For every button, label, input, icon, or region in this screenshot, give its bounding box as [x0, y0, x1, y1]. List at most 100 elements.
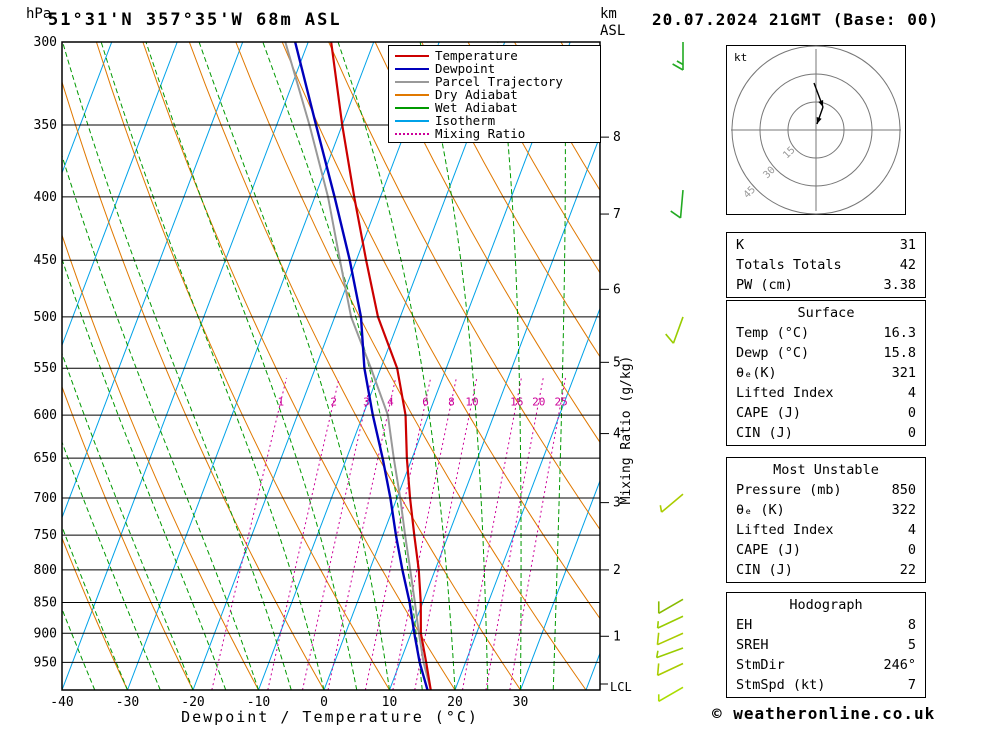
- temp-tick-label: 20: [447, 695, 463, 710]
- pressure-tick-label: 950: [34, 655, 57, 670]
- km-tick-label: 8: [613, 130, 621, 145]
- altitude-axis-unit-asl: ASL: [600, 23, 626, 39]
- table-row: Lifted Index 4: [727, 520, 925, 540]
- pressure-tick-label: 450: [34, 253, 57, 268]
- stat-value: 8: [907, 617, 916, 633]
- stat-value: 246°: [883, 657, 916, 673]
- stat-label: Lifted Index: [736, 385, 834, 401]
- pressure-tick-label: 550: [34, 361, 57, 376]
- table-row: CAPE (J) 0: [727, 540, 925, 560]
- table-row: Temp (°C) 16.3: [727, 323, 925, 343]
- km-tick-label: 1: [613, 629, 621, 644]
- legend-item-label: Mixing Ratio: [435, 126, 526, 141]
- stat-value: 3.38: [883, 277, 916, 293]
- mixing-ratio-label: 25: [555, 395, 568, 408]
- pressure-tick-label: 900: [34, 626, 57, 641]
- altitude-axis-unit-km: km: [600, 6, 617, 22]
- stat-label: Temp (°C): [736, 325, 810, 341]
- mixing-ratio-label: 8: [448, 395, 455, 408]
- table-row: Pressure (mb) 850: [727, 480, 925, 500]
- stat-value: 4: [907, 522, 916, 538]
- temp-tick-label: -10: [247, 695, 270, 710]
- temp-tick-label: -40: [50, 695, 73, 710]
- legend-line-sample: [395, 93, 429, 96]
- stat-label: CAPE (J): [736, 542, 802, 558]
- temp-tick-label: -30: [116, 695, 139, 710]
- table-row: CIN (J) 22: [727, 560, 925, 580]
- stat-label: StmDir: [736, 657, 785, 673]
- legend-item-label: Dewpoint: [435, 61, 496, 76]
- stat-label: PW (cm): [736, 277, 793, 293]
- wind-barb: [656, 662, 684, 677]
- table-row: StmSpd (kt) 7: [727, 675, 925, 695]
- table-row: K 31: [727, 235, 925, 255]
- wind-barb: [655, 647, 684, 659]
- table-row: EH 8: [727, 615, 925, 635]
- stat-value: 322: [891, 502, 916, 518]
- surface-table: Surface Temp (°C) 16.3 Dewp (°C) 15.8 θₑ(K) 32…: [726, 300, 926, 446]
- table-row: Lifted Index 4: [727, 383, 925, 403]
- km-tick-label: 6: [613, 282, 621, 297]
- km-tick-label: 2: [613, 563, 621, 578]
- pressure-tick-label: 700: [34, 491, 57, 506]
- pressure-tick-label: 800: [34, 563, 57, 578]
- stat-value: 22: [899, 562, 916, 578]
- page-title: 51°31'N 357°35'W 68m ASL: [48, 10, 342, 30]
- stats-column: K 31 Totals Totals 42 PW (cm) 3.38 Surface Temp…: [726, 0, 936, 733]
- stat-value: 42: [899, 257, 916, 273]
- stat-label: θₑ (K): [736, 502, 785, 518]
- legend-item-dry-adiabat: Dry Adiabat: [389, 87, 600, 102]
- legend-item-wet-adiabat: Wet Adiabat: [389, 100, 600, 115]
- pressure-axis-unit: hPa: [26, 6, 52, 22]
- table-row: StmDir 246°: [727, 655, 925, 675]
- table-row: CIN (J) 0: [727, 423, 925, 443]
- pressure-tick-label: 750: [34, 528, 57, 543]
- wind-barb: [670, 189, 684, 219]
- x-axis-title: Dewpoint / Temperature (°C): [181, 708, 479, 726]
- mixing-ratio-label: 1: [277, 395, 284, 408]
- temp-tick-label: 30: [513, 695, 529, 710]
- run-datetime: 20.07.2024 21GMT (Base: 00): [652, 10, 940, 29]
- legend-item-isotherm: Isotherm: [389, 113, 600, 128]
- stat-value: 15.8: [883, 345, 916, 361]
- table-row: Dewp (°C) 15.8: [727, 343, 925, 363]
- legend-item-label: Wet Adiabat: [435, 100, 518, 115]
- stat-value: 850: [891, 482, 916, 498]
- mixing-ratio-label: 2: [330, 395, 337, 408]
- hodograph-unit-label: kt: [734, 51, 747, 64]
- wind-barb: [656, 615, 684, 629]
- stat-label: Dewp (°C): [736, 345, 810, 361]
- table-row: PW (cm) 3.38: [727, 275, 925, 295]
- temp-tick-label: 10: [382, 695, 398, 710]
- mixing-ratio-axis-title: Mixing Ratio (g/kg): [619, 356, 634, 505]
- mixing-ratio-label: 6: [422, 395, 429, 408]
- legend-line-sample: [395, 119, 429, 122]
- stat-value: 4: [907, 385, 916, 401]
- legend-line-sample: [395, 132, 429, 135]
- wind-barb: [657, 686, 684, 702]
- pressure-tick-label: 300: [34, 35, 57, 50]
- legend-item-label: Isotherm: [435, 113, 496, 128]
- indices-table: K 31 Totals Totals 42 PW (cm) 3.38: [726, 232, 926, 298]
- lcl-label: LCL: [610, 680, 632, 694]
- wind-barb: [665, 316, 684, 344]
- legend-line-sample: [395, 106, 429, 109]
- most-unstable-table: Most Unstable Pressure (mb) 850 θₑ (K) 322 Li…: [726, 457, 926, 583]
- table-row: SREH 5: [727, 635, 925, 655]
- mixing-ratio-label: 3: [363, 395, 370, 408]
- stat-value: 321: [891, 365, 916, 381]
- km-tick-label: 5: [613, 355, 621, 370]
- stat-value: 7: [907, 677, 916, 693]
- stat-label: θₑ(K): [736, 365, 777, 381]
- table-title: Surface: [797, 305, 855, 321]
- altitude-axis-unit: km ASL: [600, 6, 625, 40]
- table-title: Most Unstable: [773, 462, 879, 478]
- mixing-ratio-label: 10: [465, 395, 478, 408]
- hodograph-table: Hodograph EH 8 SREH 5 StmDir 246° StmSpd (kt) 7: [726, 592, 926, 698]
- stat-value: 31: [899, 237, 916, 253]
- pressure-tick-label: 650: [34, 451, 57, 466]
- legend-line-sample: [395, 67, 429, 70]
- pressure-tick-label: 500: [34, 310, 57, 325]
